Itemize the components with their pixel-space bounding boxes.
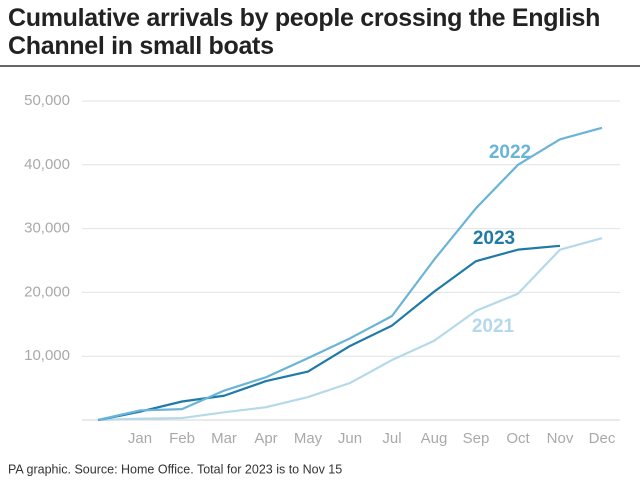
x-tick-label: Nov (547, 430, 574, 447)
x-tick-label: Jul (382, 430, 401, 447)
series-label: 2023 (473, 228, 515, 249)
y-tick-label: 50,000 (24, 92, 70, 109)
series-label: 2022 (489, 142, 531, 163)
footnote: PA graphic. Source: Home Office. Total f… (8, 462, 342, 476)
x-tick-label: May (294, 430, 323, 447)
chart-title: Cumulative arrivals by people crossing t… (8, 4, 601, 60)
x-tick-label: Jan (128, 430, 152, 447)
x-tick-label: Oct (506, 430, 530, 447)
series-label: 2021 (472, 316, 515, 337)
x-tick-label: Apr (254, 430, 277, 447)
y-tick-label: 10,000 (24, 347, 70, 364)
x-tick-label: Dec (589, 430, 616, 447)
x-tick-label: Jun (338, 430, 362, 447)
series-line (97, 126, 603, 422)
series-line (97, 237, 603, 422)
x-tick-label: Aug (421, 430, 448, 447)
x-tick-label: Feb (169, 430, 195, 447)
y-tick-label: 20,000 (24, 283, 70, 300)
x-tick-label: Mar (211, 430, 237, 447)
series-line (97, 244, 561, 422)
y-tick-label: 30,000 (24, 220, 70, 237)
x-tick-label: Sep (463, 430, 490, 447)
y-tick-label: 40,000 (24, 156, 70, 173)
